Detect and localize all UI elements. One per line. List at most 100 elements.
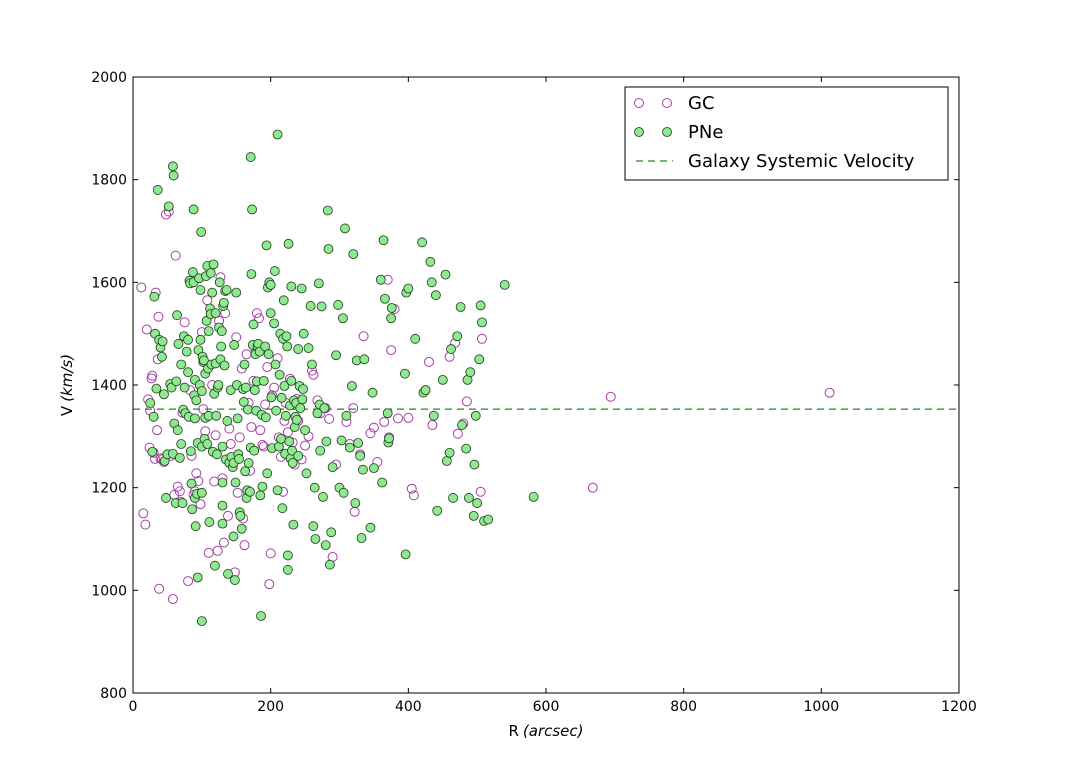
pne-point — [399, 368, 410, 379]
gc-point — [152, 425, 163, 436]
gc-point — [225, 439, 236, 450]
gc-point — [209, 476, 220, 487]
pne-point — [298, 328, 309, 339]
pne-point — [211, 410, 222, 421]
gc-point — [154, 583, 165, 594]
pne-point — [474, 354, 485, 365]
pne-point — [223, 569, 233, 579]
pne-point — [316, 301, 327, 312]
legend-gc-marker — [634, 98, 644, 108]
pne-point — [248, 319, 259, 330]
gc-point — [423, 356, 434, 367]
pne-point — [298, 384, 308, 395]
pne-point — [281, 331, 292, 342]
x-axis-label: R (arcsec) — [508, 722, 583, 740]
pne-point — [176, 359, 187, 370]
pne-point — [145, 398, 156, 408]
gc-point — [260, 399, 271, 410]
pne-point — [185, 446, 196, 457]
pne-point — [217, 518, 228, 529]
pne-point — [249, 445, 260, 456]
pne-point — [310, 534, 321, 544]
pne-point — [444, 447, 455, 458]
pne-point — [187, 504, 198, 515]
pne-point — [308, 521, 319, 532]
pne-point — [245, 486, 255, 497]
pne-point — [359, 354, 370, 365]
pne-point — [321, 436, 332, 447]
gc-point — [183, 576, 194, 587]
pne-point — [210, 308, 221, 319]
pne-point — [483, 514, 494, 525]
pne-point — [232, 413, 243, 424]
x-axis-title: R — [508, 722, 518, 740]
pne-point — [196, 386, 207, 397]
gc-point — [264, 579, 275, 590]
pne-point — [365, 522, 376, 533]
pne-point — [205, 268, 216, 278]
pne-point — [382, 408, 393, 419]
gc-point — [452, 428, 463, 439]
pne-point — [231, 287, 242, 298]
y-tick-label: 1400 — [91, 378, 127, 394]
pne-point — [243, 404, 253, 415]
pne-point — [228, 531, 239, 542]
pne-point — [477, 317, 487, 328]
gc-point — [246, 422, 257, 433]
pne-point — [190, 521, 201, 532]
gc-point — [210, 430, 221, 441]
gc-point — [262, 362, 273, 373]
pne-point — [499, 279, 510, 290]
gc-point — [179, 317, 190, 328]
pne-point — [230, 477, 241, 488]
pne-point — [470, 410, 481, 421]
pne-point — [239, 359, 250, 370]
pne-point — [246, 269, 257, 280]
gc-point — [393, 413, 404, 424]
gc-point — [408, 490, 419, 501]
legend-pne-marker — [634, 127, 644, 137]
pne-point — [283, 238, 294, 249]
pne-point — [430, 290, 441, 301]
pne-point — [257, 481, 268, 492]
gc-point — [427, 420, 438, 431]
pne-point — [282, 341, 293, 352]
pne-point — [355, 450, 366, 461]
pne-point — [177, 498, 188, 508]
y-tick-label: 1800 — [91, 173, 127, 189]
pne-point — [217, 477, 228, 488]
pne-point — [461, 443, 472, 454]
pne-point — [378, 235, 389, 246]
gc-point — [232, 487, 243, 498]
gc-point — [461, 396, 472, 407]
pne-point — [208, 259, 219, 270]
pne-point — [367, 387, 378, 398]
pne-point — [356, 533, 367, 543]
pne-point — [279, 381, 290, 391]
pne-point — [249, 385, 260, 396]
pne-point — [319, 403, 330, 414]
pne-point — [214, 277, 225, 288]
gc-point — [136, 282, 147, 293]
gc-point — [241, 349, 252, 360]
y-axis-title: V — [58, 405, 76, 416]
pne-point — [202, 439, 213, 449]
pne-point — [266, 392, 277, 403]
y-tick-label: 800 — [100, 686, 127, 702]
pne-point — [151, 383, 162, 394]
pne-point — [265, 308, 276, 319]
pne-point — [293, 450, 304, 461]
plot-frame — [132, 76, 960, 694]
x-tick-label: 400 — [395, 699, 422, 715]
gc-point — [174, 486, 185, 497]
legend-pne-marker — [662, 127, 672, 137]
x-tick-label: 600 — [533, 699, 560, 715]
pne-point — [293, 344, 304, 354]
pne-point — [196, 616, 207, 627]
pne-point — [179, 382, 190, 393]
gc-point — [251, 308, 262, 319]
pne-point — [238, 397, 249, 407]
gc-point — [140, 519, 151, 530]
pne-point — [291, 415, 302, 425]
